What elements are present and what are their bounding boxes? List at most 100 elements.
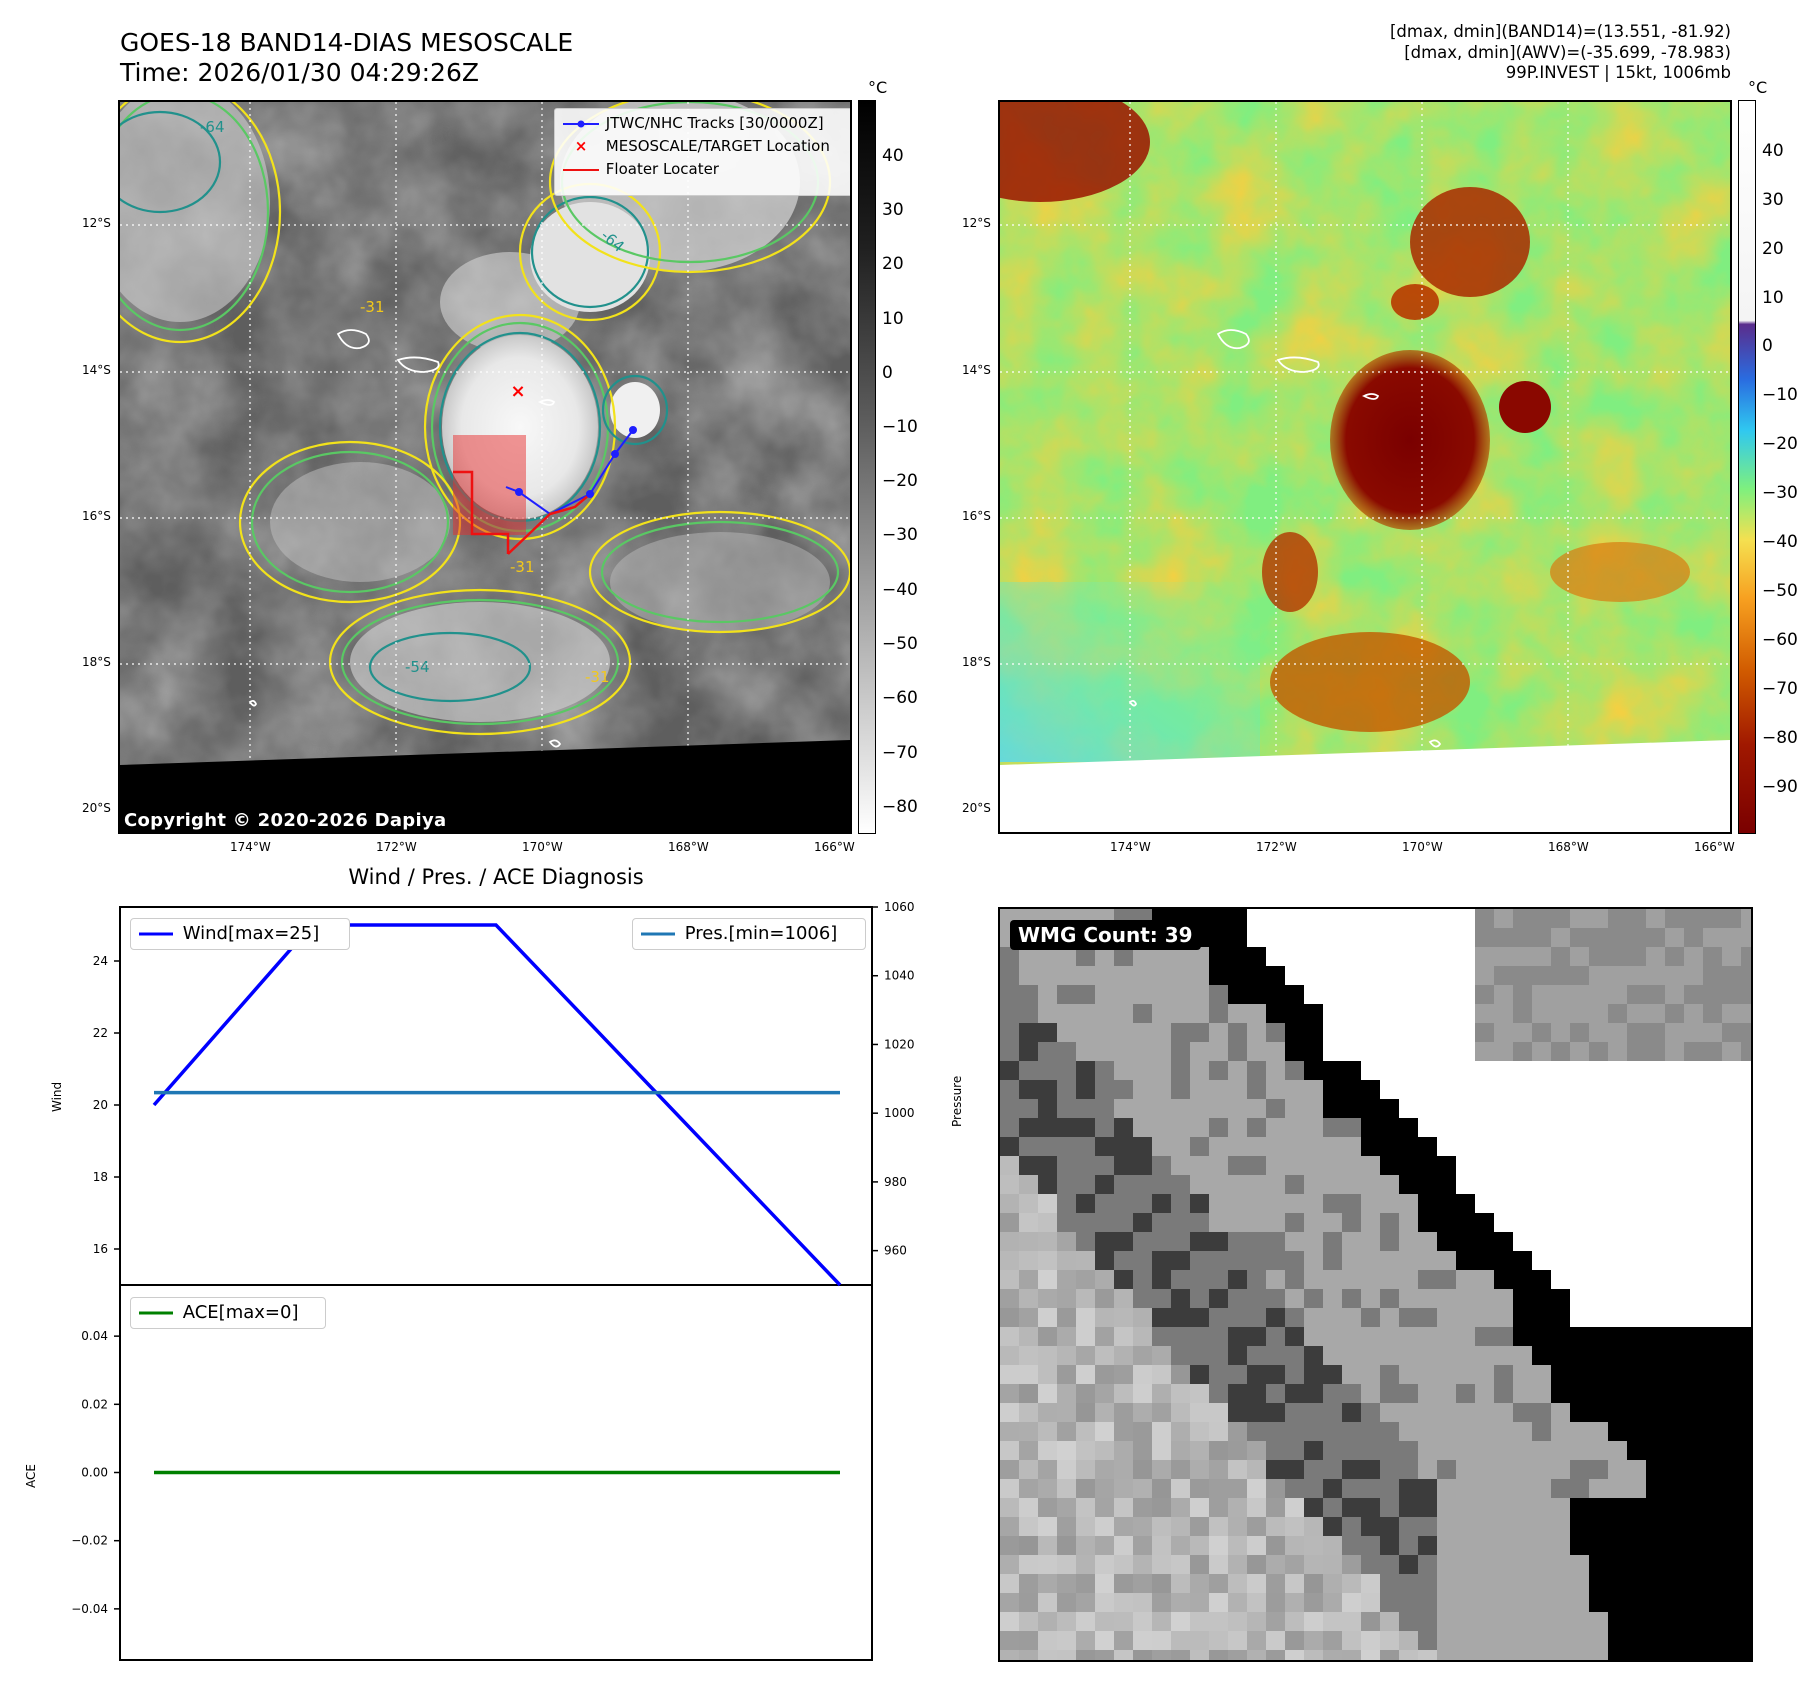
wind-series-line (152, 923, 842, 1287)
cbar-tick: −50 (882, 634, 918, 654)
diagnosis-title: Wind / Pres. / ACE Diagnosis (348, 865, 644, 889)
lon-label: 168°W (1548, 840, 1589, 854)
lon-label: 168°W (668, 840, 709, 854)
ace-axis-label: ACE (24, 1464, 38, 1488)
lon-label: 172°W (376, 840, 417, 854)
cbar-tick: −70 (1762, 679, 1798, 699)
stats-line3: 99P.INVEST | 15kt, 1006mb (1505, 63, 1731, 82)
cbar-tick: −40 (1762, 532, 1798, 552)
lon-label: 166°W (1694, 840, 1735, 854)
stats-block: [dmax, dmin](BAND14)=(13.551, -81.92) [d… (1390, 22, 1731, 84)
awv-colorbar (1738, 100, 1756, 834)
track-point (586, 490, 594, 498)
legend-target: × MESOSCALE/TARGET Location (561, 135, 849, 158)
awv-colorbar-unit: °C (1748, 78, 1768, 97)
ir-map-panel: -64 -64 -31 -54 -31 -31 (118, 100, 852, 834)
cbar-tick: 20 (1762, 239, 1784, 259)
wind-tick-label: 16 (93, 1242, 108, 1256)
cbar-tick: 0 (1762, 336, 1773, 356)
track-point (515, 488, 523, 496)
track-point (629, 426, 637, 434)
lat-label: 14°S (82, 363, 111, 377)
ir-colorbar (858, 100, 876, 834)
target-x-icon: × (574, 137, 588, 155)
wind-tick-label: 22 (93, 1026, 108, 1040)
cbar-tick: −90 (1762, 777, 1798, 797)
lon-label: 170°W (522, 840, 563, 854)
lat-label: 18°S (962, 655, 991, 669)
contour-label: -54 (405, 658, 430, 676)
cbar-tick: 30 (1762, 190, 1784, 210)
cbar-tick: 40 (1762, 141, 1784, 161)
cbar-tick: 40 (882, 146, 904, 166)
cbar-tick: −10 (882, 417, 918, 437)
cbar-tick: −60 (1762, 630, 1798, 650)
lat-label: 16°S (962, 509, 991, 523)
pressure-tick-label: 1040 (884, 969, 915, 983)
ace-tick-label: −0.04 (71, 1602, 108, 1616)
contour-label: -31 (585, 668, 610, 686)
cbar-tick: −80 (1762, 728, 1798, 748)
floater-segment (507, 493, 591, 555)
wind-legend-label: Wind[max=25] (182, 923, 320, 944)
title-line1: GOES-18 BAND14-DIAS MESOSCALE (120, 28, 574, 57)
pressure-tick-label: 1020 (884, 1037, 915, 1051)
diagnosis-chart: 16 18 20 22 24 960 980 1000 1020 1040 1060 0.04 0.02… (71, 900, 915, 1661)
lat-label: 16°S (82, 509, 111, 523)
pressure-tick-label: 1060 (884, 900, 915, 914)
wind-axis-label: Wind (50, 1081, 64, 1112)
cbar-tick: −60 (882, 688, 918, 708)
stats-line2: [dmax, dmin](AWV)=(-35.699, -78.983) (1404, 42, 1731, 62)
wind-tick-label: 24 (93, 954, 108, 968)
legend-tracks-label: JTWC/NHC Tracks [30/0000Z] (605, 114, 824, 132)
lat-label: 18°S (82, 655, 111, 669)
floater-region (453, 435, 526, 535)
cbar-tick: 20 (882, 254, 904, 274)
pressure-tick-label: 980 (884, 1175, 907, 1189)
cbar-tick: 10 (1762, 288, 1784, 308)
stats-line1: [dmax, dmin](BAND14)=(13.551, -81.92) (1389, 22, 1731, 41)
cbar-tick: −70 (882, 743, 918, 763)
copyright: Copyright © 2020-2026 Dapiya (124, 810, 447, 831)
cbar-tick: −80 (882, 797, 918, 817)
pressure-axis-label: Pressure (950, 1075, 964, 1127)
ir-map-image: -64 -64 -31 -54 -31 -31 (120, 102, 850, 832)
cbar-tick: −30 (1762, 483, 1798, 503)
legend-floater: Floater Locater (561, 158, 849, 181)
lon-label: 170°W (1402, 840, 1443, 854)
awv-map-panel (998, 100, 1732, 834)
legend-floater-label: Floater Locater (605, 160, 719, 178)
floater-locater-line (453, 470, 510, 554)
wind-tick-label: 20 (93, 1098, 108, 1112)
ace-tick-label: 0.02 (81, 1397, 108, 1411)
lon-label: 172°W (1256, 840, 1297, 854)
wmg-count-label: WMG Count: 39 (1010, 920, 1201, 950)
cbar-tick: −20 (882, 471, 918, 491)
awv-map-image (1000, 102, 1730, 832)
wmg-pixels (1000, 909, 1751, 1660)
ace-legend-label: ACE[max=0] (182, 1302, 299, 1323)
map-legend: JTWC/NHC Tracks [30/0000Z] × MESOSCALE/T… (554, 108, 850, 196)
ace-legend: ACE[max=0] (130, 1297, 326, 1329)
pressure-legend-label: Pres.[min=1006] (684, 923, 838, 944)
cbar-tick: −10 (1762, 385, 1798, 405)
cbar-tick: −30 (882, 525, 918, 545)
cbar-tick: −40 (882, 580, 918, 600)
lon-label: 166°W (814, 840, 855, 854)
lat-label: 12°S (82, 216, 111, 230)
track-point (611, 450, 619, 458)
lon-label: 174°W (230, 840, 271, 854)
lat-label: 20°S (82, 801, 111, 815)
title-line2: Time: 2026/01/30 04:29:26Z (120, 58, 479, 87)
figure-title: GOES-18 BAND14-DIAS MESOSCALE Time: 2026… (120, 28, 573, 88)
wmg-image (1000, 909, 1751, 1660)
pressure-tick-label: 1000 (884, 1106, 915, 1120)
ir-colorbar-unit: °C (868, 78, 888, 97)
pressure-tick-label: 960 (884, 1244, 907, 1258)
wind-tick-label: 18 (93, 1170, 108, 1184)
wind-legend: Wind[max=25] (130, 918, 350, 950)
cbar-tick: 30 (882, 200, 904, 220)
contour-label: -64 (200, 118, 225, 136)
wind-plot-frame (119, 906, 873, 1286)
ace-tick-label: 0.04 (81, 1329, 108, 1343)
